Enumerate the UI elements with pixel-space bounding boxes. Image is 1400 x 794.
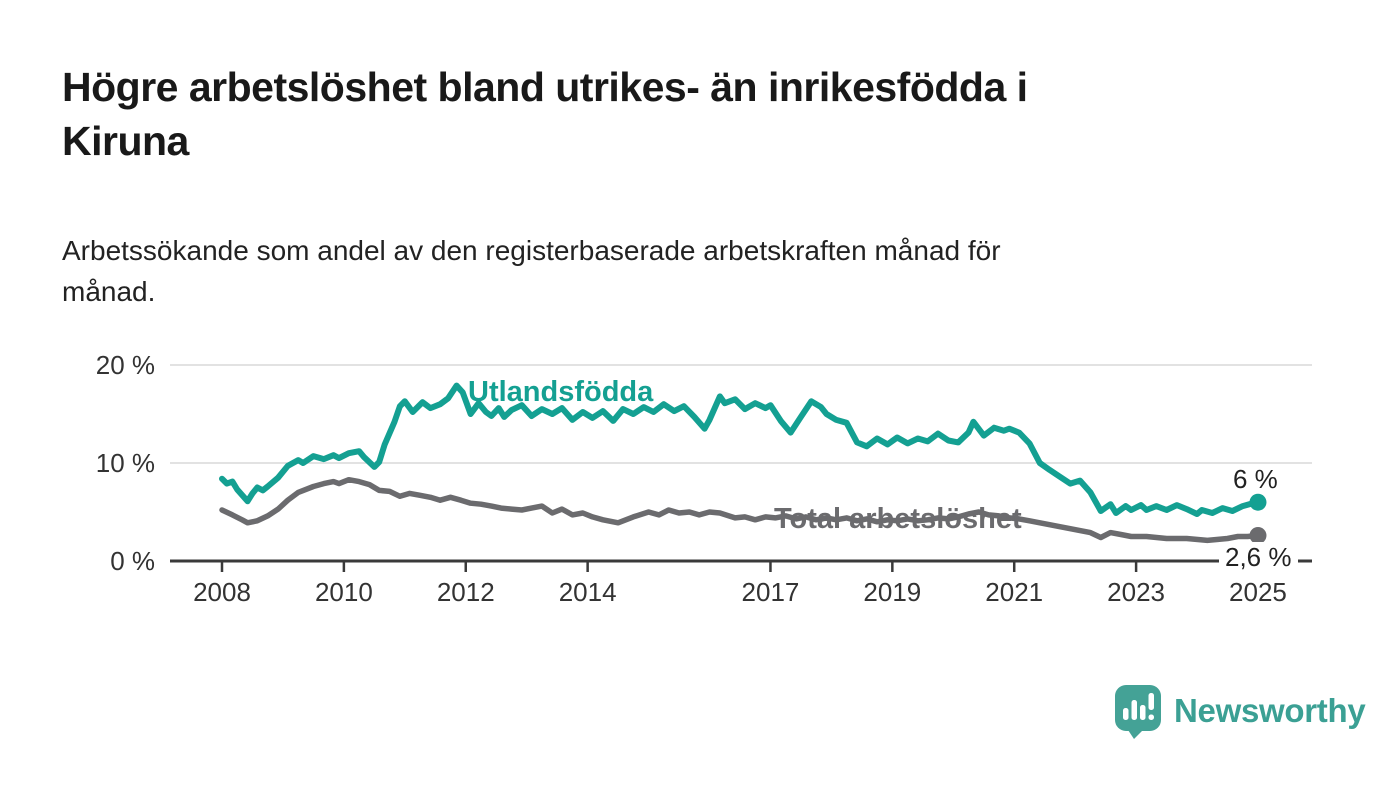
- x-tick-label-2012: 2012: [437, 577, 495, 607]
- series-label-utlandsfodda: Utlandsfödda: [468, 376, 654, 408]
- newsworthy-logo-icon: [1115, 685, 1161, 739]
- x-tick-label-2021: 2021: [985, 577, 1043, 607]
- x-tick-label-2014: 2014: [559, 577, 617, 607]
- end-value-label-utlandsfodda: 6 %: [1233, 464, 1278, 494]
- x-tick-label-2023: 2023: [1107, 577, 1165, 607]
- x-tick-label-2017: 2017: [742, 577, 800, 607]
- x-tick-label-2010: 2010: [315, 577, 373, 607]
- series-end-dot-utlandsfodda: [1249, 493, 1267, 511]
- x-tick-label-2008: 2008: [193, 577, 251, 607]
- newsworthy-logo-text: Newsworthy: [1174, 692, 1366, 729]
- y-tick-label-10-percent: 10 %: [96, 448, 155, 478]
- series-line-utlandsfodda: [219, 382, 1261, 517]
- page-title: Högre arbetslöshet bland utrikes- än inr…: [62, 60, 1028, 168]
- x-tick-label-2019: 2019: [863, 577, 921, 607]
- x-tick-label-2025: 2025: [1229, 577, 1287, 607]
- page-title-line2: Kiruna: [62, 118, 189, 164]
- chart-subtitle-line1: Arbetssökande som andel av den registerb…: [62, 235, 1001, 266]
- chart-subtitle-line2: månad.: [62, 276, 156, 307]
- end-value-label-total: 2,6 %: [1219, 542, 1298, 573]
- y-tick-label-20-percent: 20 %: [96, 350, 155, 380]
- series-end-dot-total: [1249, 527, 1267, 545]
- series-label-total-arbetsloshet: Total arbetslöshet: [774, 503, 1022, 535]
- chart-subtitle: Arbetssökande som andel av den registerb…: [62, 230, 1001, 312]
- newsworthy-logo: Newsworthy: [1113, 683, 1366, 739]
- series-line-total: [219, 476, 1261, 544]
- y-tick-label-0-percent: 0 %: [110, 546, 155, 576]
- page-title-line1: Högre arbetslöshet bland utrikes- än inr…: [62, 64, 1028, 110]
